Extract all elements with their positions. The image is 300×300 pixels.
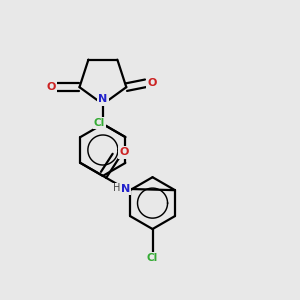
Text: O: O	[148, 78, 157, 88]
Text: Cl: Cl	[147, 253, 158, 263]
Text: Cl: Cl	[94, 118, 105, 128]
Text: O: O	[119, 147, 129, 158]
Text: N: N	[121, 184, 130, 194]
Text: N: N	[98, 94, 107, 104]
Text: O: O	[46, 82, 56, 92]
Text: H: H	[113, 183, 120, 193]
